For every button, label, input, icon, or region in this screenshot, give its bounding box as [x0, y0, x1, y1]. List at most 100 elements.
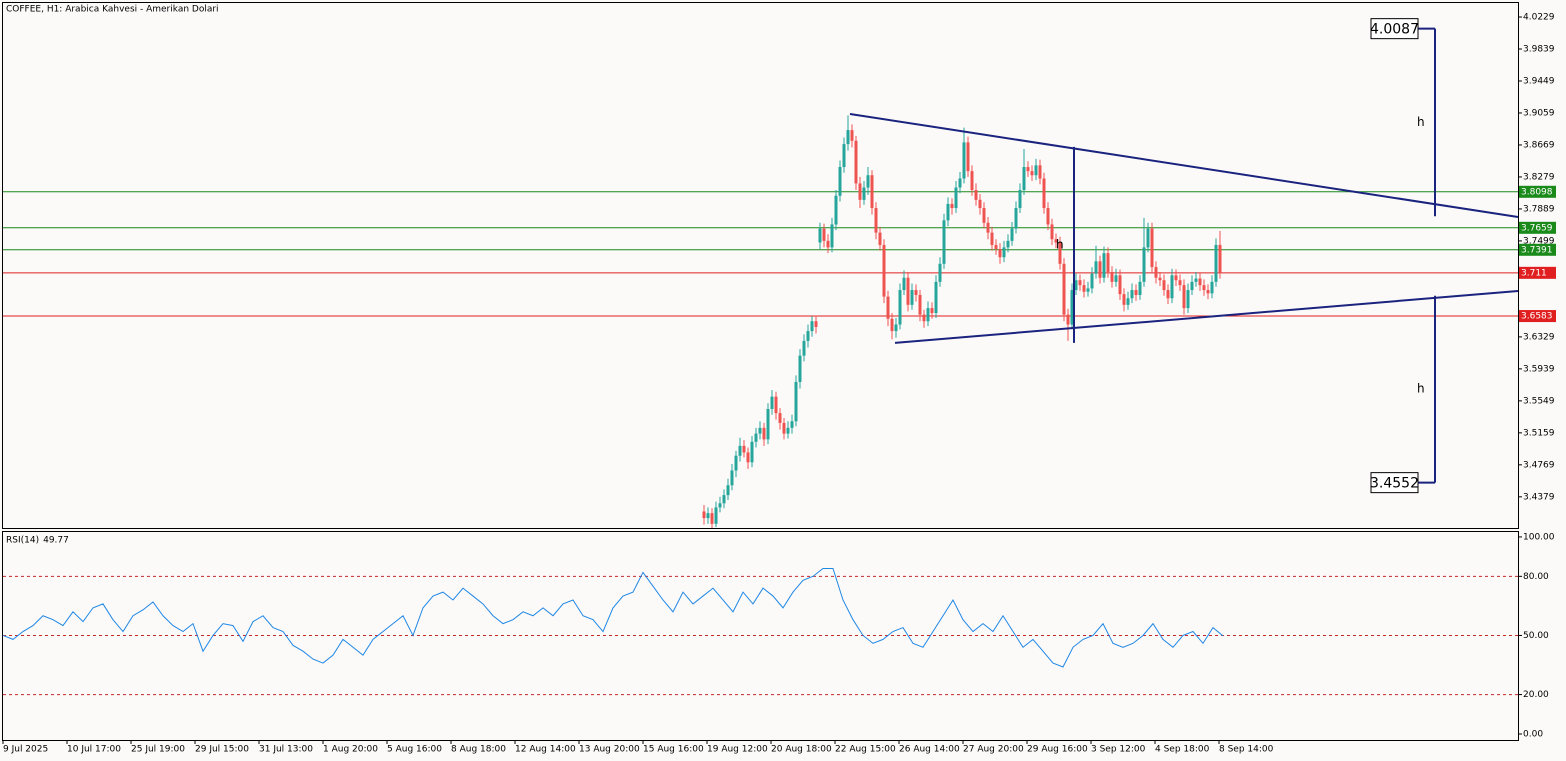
candle-body — [1042, 178, 1046, 209]
trendline — [894, 289, 1519, 344]
chart-title: COFFEE, H1: Arabica Kahvesi - Amerikan D… — [6, 5, 219, 15]
candle-body — [750, 441, 754, 463]
x-tick-label: 27 Aug 20:00 — [963, 745, 1024, 755]
candle-body — [1150, 228, 1154, 268]
target-box — [1370, 18, 1419, 40]
candle-body — [914, 290, 918, 295]
candle-body — [878, 232, 882, 245]
x-tick-label: 1 Aug 20:00 — [323, 745, 378, 755]
x-tick-label: 22 Aug 15:00 — [835, 745, 896, 755]
candle-body — [826, 240, 830, 248]
x-tick-label: 25 Jul 19:00 — [131, 745, 185, 755]
candle-body — [1202, 285, 1206, 291]
candle-body — [770, 396, 774, 409]
candle-body — [1190, 281, 1194, 291]
candle-body — [882, 244, 886, 297]
candle-body — [1106, 253, 1110, 273]
candle-body — [762, 427, 766, 440]
measure-label: h — [1417, 382, 1425, 396]
y-tick-label: 3.9839 — [1523, 44, 1555, 54]
candle-body — [758, 427, 762, 434]
candle-body — [1102, 253, 1106, 278]
candle-body — [822, 228, 826, 241]
candle-body — [954, 187, 958, 209]
candle-body — [726, 485, 730, 496]
candle-body — [846, 130, 850, 145]
y-tick-label: 3.5549 — [1523, 396, 1555, 406]
candle-body — [734, 455, 738, 471]
candle-body — [938, 263, 942, 282]
x-tick-label: 8 Aug 18:00 — [451, 745, 506, 755]
candle-body — [1074, 280, 1078, 291]
candle-body — [1174, 275, 1178, 281]
candle-body — [1006, 240, 1010, 248]
price-panel — [2, 2, 1519, 529]
candle-body — [1142, 247, 1146, 282]
candle-body — [1018, 189, 1022, 209]
candle-body — [974, 189, 978, 200]
candle-body — [1002, 247, 1006, 258]
candle-body — [858, 183, 862, 200]
candle-body — [1198, 278, 1202, 286]
candle-body — [982, 208, 986, 223]
candle-body — [1034, 165, 1038, 176]
candle-body — [1030, 171, 1034, 176]
candle-body — [1090, 273, 1094, 289]
level-tag — [1519, 266, 1556, 279]
indicator-name: RSI(14) — [6, 536, 39, 546]
candle-body — [1110, 272, 1114, 282]
rsi-panel — [2, 531, 1519, 741]
candle-body — [906, 277, 910, 305]
x-tick-label: 4 Sep 18:00 — [1155, 745, 1210, 755]
y-tick-label: 3.6329 — [1523, 332, 1555, 342]
candle-body — [1158, 277, 1162, 281]
candle-body — [1210, 281, 1214, 294]
candle-body — [1070, 290, 1074, 325]
level-tag-label: 3.7659 — [1521, 223, 1553, 233]
y-tick-label: 3.7499 — [1523, 236, 1555, 246]
level-tag — [1519, 310, 1556, 323]
candle-body — [1170, 275, 1174, 299]
candle-body — [1066, 314, 1070, 325]
candle-body — [722, 495, 726, 504]
target-label: 3.4552 — [1370, 476, 1419, 492]
x-tick-label: 9 Jul 2025 — [3, 745, 48, 755]
candle-body — [1026, 167, 1030, 172]
x-tick-label: 19 Aug 12:00 — [707, 745, 768, 755]
level-tag-label: 3.7391 — [1521, 245, 1553, 255]
candle-body — [910, 290, 914, 305]
candle-body — [1022, 167, 1026, 190]
candle-body — [742, 445, 746, 453]
candle-body — [1134, 290, 1138, 295]
candle-body — [1058, 242, 1062, 264]
x-tick-label: 12 Aug 14:00 — [515, 745, 576, 755]
candle-body — [986, 222, 990, 233]
candle-body — [754, 433, 758, 442]
candle-body — [962, 142, 966, 179]
candle-body — [866, 175, 870, 188]
candle-body — [782, 422, 786, 434]
x-tick-label: 26 Aug 14:00 — [899, 745, 960, 755]
candle-body — [1178, 280, 1182, 286]
candle-body — [942, 220, 946, 264]
y-tick-label: 3.8669 — [1523, 140, 1555, 150]
y-tick-label: 3.9449 — [1523, 76, 1555, 86]
y-tick-label: 3.8279 — [1523, 172, 1555, 182]
candle-body — [1014, 208, 1018, 229]
candle-body — [850, 130, 854, 141]
candle-body — [794, 381, 798, 422]
candle-body — [830, 224, 834, 248]
indicator-value: 49.77 — [43, 536, 69, 546]
candle-body — [1078, 280, 1082, 286]
candle-body — [970, 171, 974, 190]
candle-body — [746, 452, 750, 463]
level-tag-label: 3.711 — [1521, 268, 1547, 278]
y-tick-label: 3.5159 — [1523, 428, 1555, 438]
candle-body — [798, 355, 802, 382]
candle-body — [894, 324, 898, 332]
candle-body — [710, 513, 714, 524]
x-tick-label: 15 Aug 16:00 — [643, 745, 704, 755]
candle-body — [1154, 267, 1158, 278]
candle-body — [990, 232, 994, 245]
y-tick-label: 3.4769 — [1523, 460, 1555, 470]
